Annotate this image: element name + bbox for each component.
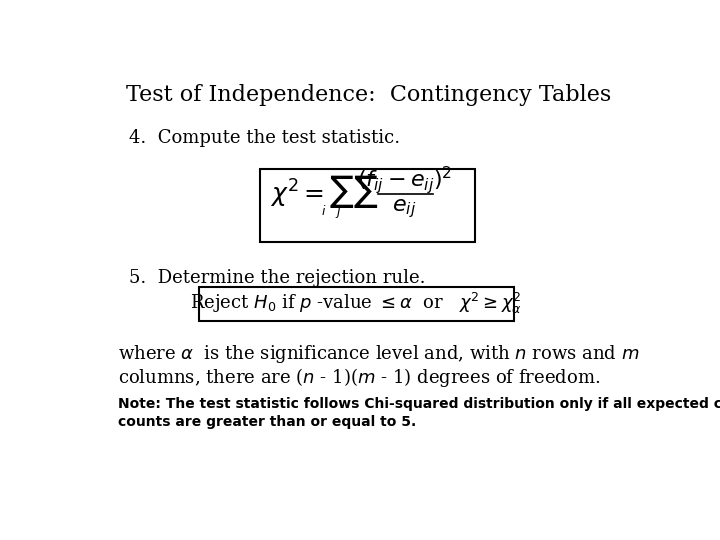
Text: Note: The test statistic follows Chi-squared distribution only if all expected c: Note: The test statistic follows Chi-squ…	[118, 397, 720, 411]
Bar	[199, 287, 514, 321]
Bar	[260, 168, 475, 241]
Text: counts are greater than or equal to 5.: counts are greater than or equal to 5.	[118, 415, 416, 429]
Text: 4.  Compute the test statistic.: 4. Compute the test statistic.	[129, 129, 400, 147]
Text: $e_{ij}$: $e_{ij}$	[392, 197, 416, 220]
Text: Test of Independence:  Contingency Tables: Test of Independence: Contingency Tables	[127, 84, 611, 105]
Text: Reject $H_0$ if $p$ -value $\leq \alpha$  or   $\chi^2 \geq \chi^2_\alpha$: Reject $H_0$ if $p$ -value $\leq \alpha$…	[190, 292, 523, 316]
Text: $(f_{ij}-e_{ij})^2$: $(f_{ij}-e_{ij})^2$	[356, 164, 451, 196]
Text: columns, there are ($n$ - 1)($m$ - 1) degrees of freedom.: columns, there are ($n$ - 1)($m$ - 1) de…	[118, 366, 600, 389]
Text: where $\alpha$  is the significance level and, with $n$ rows and $m$: where $\alpha$ is the significance level…	[118, 343, 639, 366]
Text: $\chi^2 = \sum\sum$: $\chi^2 = \sum\sum$	[270, 173, 379, 210]
Text: $i \quad j$: $i \quad j$	[321, 203, 342, 220]
Text: 5.  Determine the rejection rule.: 5. Determine the rejection rule.	[129, 268, 426, 287]
